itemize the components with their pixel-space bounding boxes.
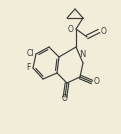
Text: O: O: [62, 94, 68, 103]
Text: O: O: [94, 77, 100, 87]
Text: O: O: [68, 25, 74, 34]
Text: N: N: [79, 50, 85, 59]
Text: O: O: [101, 27, 107, 36]
Text: F: F: [27, 64, 31, 72]
Text: Cl: Cl: [26, 49, 34, 59]
